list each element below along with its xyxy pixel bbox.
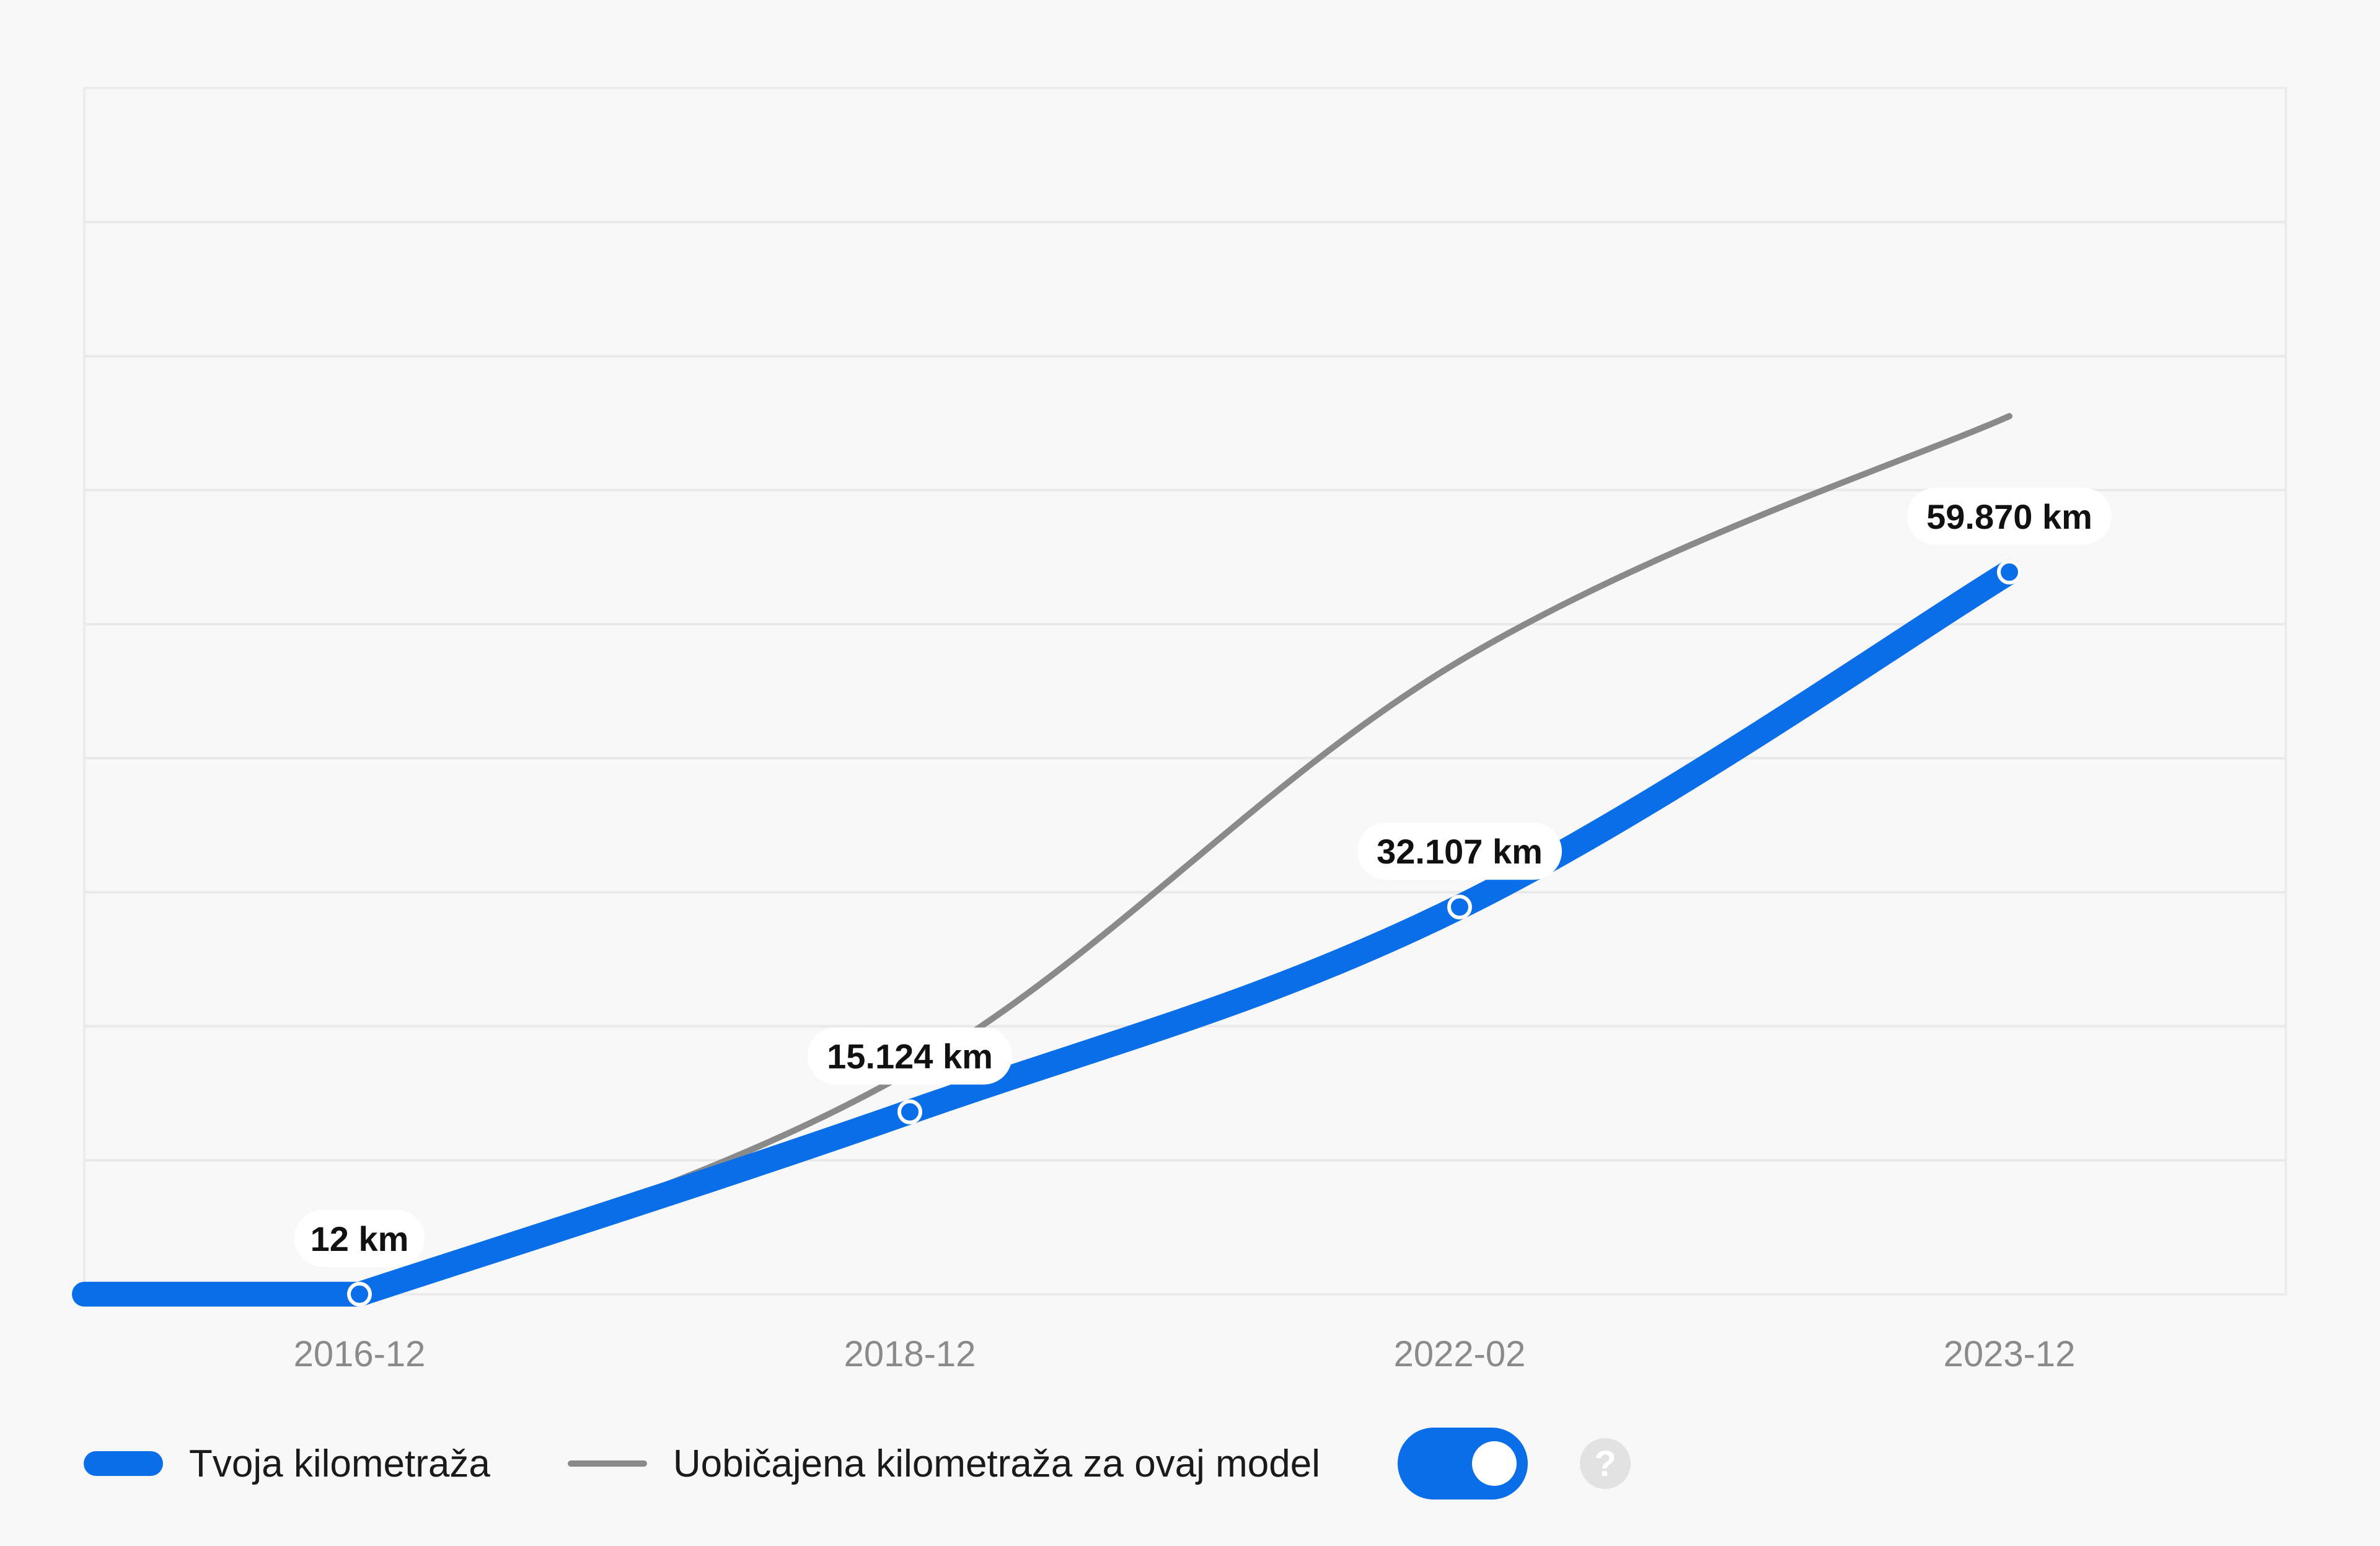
question-mark-icon[interactable]: ? bbox=[1580, 1438, 1631, 1489]
series-lines bbox=[72, 413, 2022, 1307]
typical-mileage-toggle[interactable] bbox=[1398, 1428, 1528, 1500]
x-tick-label: 2022-02 bbox=[1394, 1334, 1526, 1374]
plot-area bbox=[83, 87, 2287, 1296]
data-label-2016-12: 12 km bbox=[311, 1219, 409, 1258]
legend-item-your-mileage: Tvoja kilometraža bbox=[84, 1442, 490, 1486]
legend-item-typical-mileage: Uobičajena kilometraža za ovaj model bbox=[567, 1442, 1321, 1486]
x-tick-label: 2023-12 bbox=[1944, 1334, 2076, 1374]
legend-label-typical-mileage: Uobičajena kilometraža za ovaj model bbox=[672, 1442, 1321, 1485]
grid-lines bbox=[84, 221, 2286, 1162]
x-axis: 2016-12 2018-12 2022-02 2023-12 bbox=[294, 1334, 2076, 1374]
data-label-2018-12: 15.124 km bbox=[827, 1037, 993, 1076]
data-label-bg bbox=[1357, 823, 1562, 880]
legend-label-your-mileage: Tvoja kilometraža bbox=[189, 1442, 490, 1485]
help-label: ? bbox=[1594, 1443, 1616, 1484]
data-point-2018-12 bbox=[897, 1099, 922, 1124]
data-label-bg bbox=[808, 1027, 1012, 1085]
data-label-2023-12: 59.870 km bbox=[1926, 497, 2092, 536]
data-point-2023-12 bbox=[1997, 559, 2022, 585]
data-label-bg bbox=[1907, 487, 2112, 545]
legend-swatch-typical-mileage bbox=[567, 1460, 647, 1467]
data-label-bg bbox=[294, 1209, 425, 1267]
data-label-2022-02: 32.107 km bbox=[1377, 832, 1543, 871]
x-tick-label: 2016-12 bbox=[294, 1334, 426, 1374]
x-tick-label: 2018-12 bbox=[844, 1334, 976, 1374]
toggle-knob bbox=[1472, 1441, 1517, 1486]
data-labels: 12 km 15.124 km 32.107 km 59.870 km bbox=[294, 487, 2112, 1267]
data-points bbox=[347, 559, 2022, 1307]
legend-swatch-your-mileage bbox=[84, 1451, 163, 1476]
data-point-2016-12 bbox=[347, 1281, 372, 1307]
data-point-2022-02 bbox=[1447, 894, 1472, 920]
series-line-your-mileage bbox=[72, 559, 2022, 1307]
legend: Tvoja kilometraža Uobičajena kilometraža… bbox=[84, 1423, 1631, 1504]
